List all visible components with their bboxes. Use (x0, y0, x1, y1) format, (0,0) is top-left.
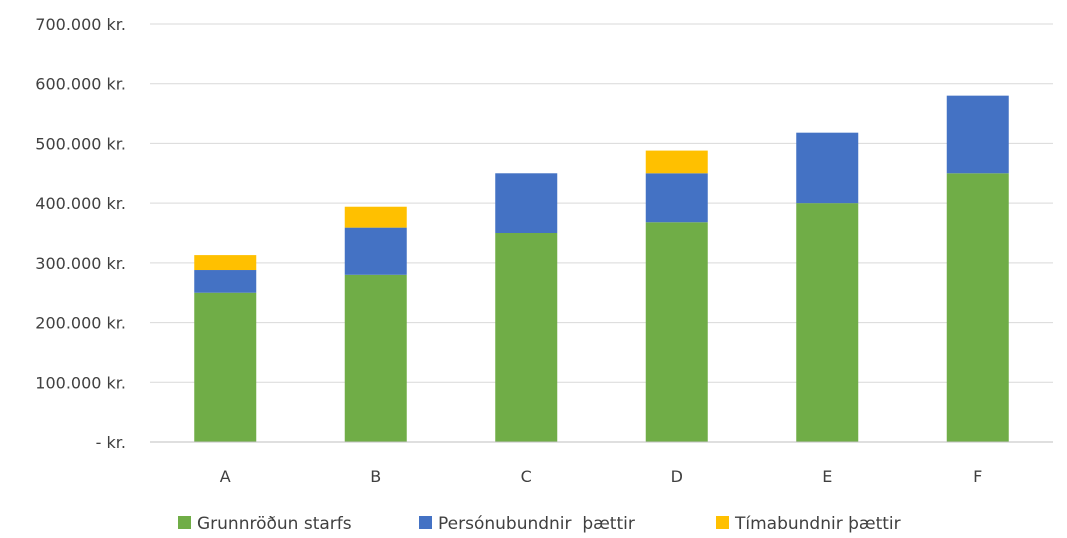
legend-swatch (419, 516, 432, 529)
bar-segment-f-series-1 (946, 173, 1009, 443)
bars (194, 95, 1009, 443)
bar-segment-d-series-1 (645, 222, 708, 442)
bar-segment-c-series-2 (495, 173, 558, 233)
bar-segment-d-series-3 (645, 150, 708, 174)
bar-segment-e-series-1 (796, 203, 859, 442)
y-axis-tick-labels: - kr. 100.000 kr. 200.000 kr. 300.000 kr. 40… (35, 15, 126, 452)
bar-segment-b-series-3 (344, 206, 407, 228)
y-tick-label: 400.000 kr. (35, 194, 126, 213)
bar-segment-a-series-3 (194, 255, 257, 271)
bar-segment-a-series-1 (194, 292, 257, 442)
x-tick-label: F (973, 467, 982, 486)
bar-segment-e-series-2 (796, 132, 859, 204)
y-tick-label: 600.000 kr. (35, 75, 126, 94)
bar-segment-b-series-2 (344, 227, 407, 275)
bar-segment-b-series-1 (344, 274, 407, 442)
bar-segment-c-series-1 (495, 233, 558, 442)
bar-segment-a-series-2 (194, 270, 257, 293)
x-tick-label: E (822, 467, 832, 486)
y-tick-label: 200.000 kr. (35, 314, 126, 333)
legend-label: Persónubundnir þættir (438, 514, 635, 534)
y-tick-label: 100.000 kr. (35, 373, 126, 392)
gridlines (150, 23, 1053, 383)
x-tick-label: D (671, 467, 683, 486)
x-tick-label: A (220, 467, 231, 486)
bar-segment-f-series-2 (946, 95, 1009, 174)
x-tick-label: B (370, 467, 381, 486)
x-tick-label: C (521, 467, 532, 486)
legend-swatch (178, 516, 191, 529)
x-axis-tick-labels: A B C D E F (220, 467, 983, 486)
y-tick-label: 300.000 kr. (35, 254, 126, 273)
y-tick-label: 700.000 kr. (35, 15, 126, 34)
legend-swatch (716, 516, 729, 529)
y-tick-label: 500.000 kr. (35, 134, 126, 153)
bar-segment-d-series-2 (645, 173, 708, 223)
legend: Grunnröðun starfs Persónubundnir þættir Tí… (178, 514, 901, 534)
legend-label: Grunnröðun starfs (197, 514, 352, 534)
y-tick-label: - kr. (96, 433, 126, 452)
legend-label: Tímabundnir þættir (734, 514, 901, 534)
